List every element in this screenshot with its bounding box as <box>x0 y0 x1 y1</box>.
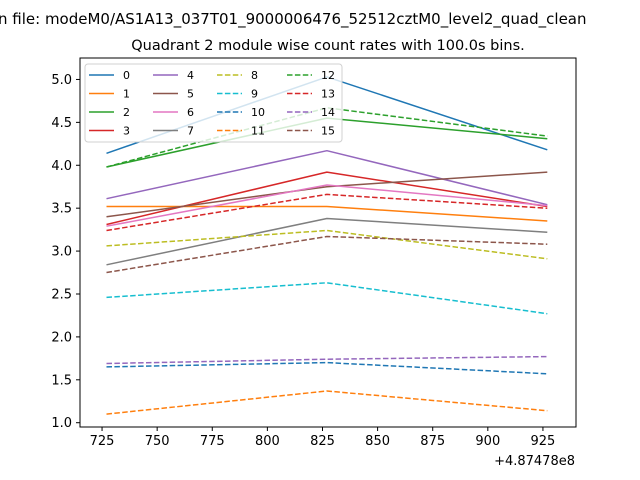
series-line-7 <box>106 217 548 266</box>
y-tick-label: 1.0 <box>51 416 72 431</box>
legend-label-12: 12 <box>321 69 335 82</box>
series-line-9 <box>106 282 548 315</box>
series-line-4 <box>106 149 548 206</box>
y-tick-label: 1.5 <box>51 373 72 388</box>
x-tick-label: 800 <box>255 434 280 449</box>
legend-label-9: 9 <box>251 88 258 101</box>
legend-label-5: 5 <box>187 88 194 101</box>
y-tick-label: 4.0 <box>51 159 72 174</box>
series-line-6 <box>106 184 548 227</box>
x-tick-label: 750 <box>145 434 170 449</box>
legend-label-8: 8 <box>251 69 258 82</box>
legend-label-1: 1 <box>123 88 130 101</box>
legend-label-4: 4 <box>187 69 194 82</box>
chart-title: Quadrant 2 module wise count rates with … <box>131 38 525 54</box>
legend-label-7: 7 <box>187 125 194 138</box>
legend-label-10: 10 <box>251 106 265 119</box>
series-line-10 <box>106 361 548 375</box>
y-tick-label: 2.0 <box>51 330 72 345</box>
series-layer <box>106 76 548 415</box>
series-line-5 <box>106 171 548 218</box>
y-tick-label: 2.5 <box>51 287 72 302</box>
legend-label-0: 0 <box>123 69 130 82</box>
axes-frame <box>79 57 577 428</box>
y-axis: 1.0 1.5 2.0 2.5 3.0 3.5 4.0 4.5 5.0 <box>51 73 80 431</box>
series-line-15 <box>106 235 548 274</box>
y-tick-label: 4.5 <box>51 116 72 131</box>
series-line-8 <box>106 229 548 260</box>
y-tick-label: 3.0 <box>51 245 72 260</box>
legend-label-2: 2 <box>123 106 130 119</box>
series-line-12 <box>106 107 548 168</box>
legend-label-14: 14 <box>321 106 335 119</box>
series-line-11 <box>106 390 548 415</box>
x-tick-label: 850 <box>365 434 390 449</box>
x-tick-label: 875 <box>420 434 445 449</box>
y-tick-label: 5.0 <box>51 73 72 88</box>
legend-frame <box>84 63 343 143</box>
x-tick-label: 900 <box>475 434 500 449</box>
legend-label-11: 11 <box>251 125 265 138</box>
legend-label-15: 15 <box>321 125 335 138</box>
series-line-14 <box>106 355 548 365</box>
x-tick-label: 825 <box>310 434 335 449</box>
x-tick-label: 775 <box>200 434 225 449</box>
x-tick-label: 725 <box>90 434 115 449</box>
y-tick-label: 3.5 <box>51 202 72 217</box>
x-axis: 725 750 775 800 825 850 875 900 925 <box>90 427 556 449</box>
x-axis-offset-label: +4.87478e8 <box>494 454 575 469</box>
plot-area <box>79 57 577 428</box>
figure-suptitle: n file: modeM0/AS1A13_037T01_9000006476_… <box>0 10 587 29</box>
series-line-13 <box>106 193 548 232</box>
legend-label-6: 6 <box>187 106 194 119</box>
legend-label-13: 13 <box>321 88 335 101</box>
legend-label-3: 3 <box>123 125 130 138</box>
x-tick-label: 925 <box>531 434 556 449</box>
